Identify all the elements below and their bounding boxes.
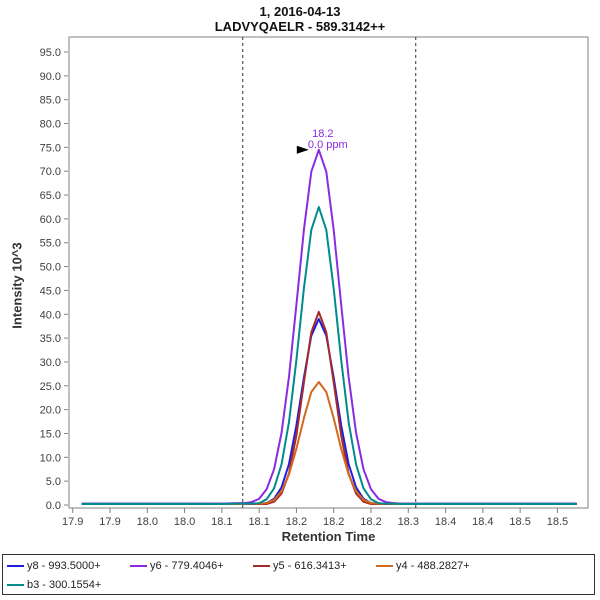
x-tick-label: 18.4	[435, 516, 456, 528]
legend-label: b3 - 300.1554+	[27, 578, 102, 591]
x-tick-label: 18.1	[248, 516, 269, 528]
y-tick-label: 90.0	[40, 71, 61, 83]
y-tick-label: 15.0	[40, 428, 61, 440]
x-tick-label: 18.0	[174, 516, 195, 528]
x-tick-label: 18.2	[286, 516, 307, 528]
y-tick-label: 80.0	[40, 119, 61, 131]
legend-line-swatch	[7, 583, 24, 586]
x-tick-label: 18.4	[472, 516, 493, 528]
legend-item-y5: y5 - 616.3413+	[253, 560, 376, 572]
legend-item-y4: y4 - 488.2827+	[376, 560, 499, 572]
x-tick-label: 18.3	[398, 516, 419, 528]
x-tick-label: 18.2	[323, 516, 344, 528]
legend-row: y8 - 993.5000+ y6 - 779.4046+ y5 - 616.341…	[7, 556, 590, 575]
y-tick-label: 45.0	[40, 285, 61, 297]
series-line-y4[interactable]	[81, 381, 577, 505]
peak-annotation-ppm: 0.0 ppm	[308, 139, 348, 151]
plot-frame	[68, 36, 589, 509]
x-tick-label: 18.0	[137, 516, 158, 528]
chart-subtitle: LADVYQAELR - 589.3142++	[214, 19, 386, 34]
peak-annotation-rt: 18.2	[312, 128, 333, 140]
chart-title: 1, 2016-04-13	[259, 4, 341, 19]
y-tick-label: 10.0	[40, 452, 61, 464]
legend-item-y6: y6 - 779.4046+	[130, 560, 253, 572]
legend: y8 - 993.5000+ y6 - 779.4046+ y5 - 616.341…	[2, 554, 595, 595]
series-line-y6[interactable]	[81, 148, 577, 505]
legend-item-y8: y8 - 993.5000+	[7, 560, 130, 572]
legend-label: y8 - 993.5000+	[27, 559, 101, 572]
y-tick-label: 0.0	[46, 500, 61, 512]
y-axis-title: Intensity 10^3	[9, 242, 25, 329]
legend-label: y6 - 779.4046+	[150, 559, 224, 572]
y-tick-label: 5.0	[46, 476, 61, 488]
y-tick-label: 70.0	[40, 166, 61, 178]
series-line-y5[interactable]	[81, 310, 577, 505]
chart-title-block: 1, 2016-04-13 LADVYQAELR - 589.3142++	[0, 4, 600, 34]
x-tick-label: 17.9	[62, 516, 83, 528]
legend-item-b3: b3 - 300.1554+	[7, 579, 130, 591]
y-tick-label: 35.0	[40, 333, 61, 345]
legend-label: y5 - 616.3413+	[273, 559, 347, 572]
y-tick-label: 30.0	[40, 357, 61, 369]
x-tick-label: 18.1	[211, 516, 232, 528]
y-tick-label: 95.0	[40, 47, 61, 59]
y-tick-label: 50.0	[40, 262, 61, 274]
y-tick-label: 75.0	[40, 142, 61, 154]
y-tick-label: 25.0	[40, 381, 61, 393]
legend-line-swatch	[7, 564, 24, 567]
legend-line-swatch	[253, 564, 270, 567]
x-tick-label: 18.2	[360, 516, 381, 528]
x-axis-title: Retention Time	[281, 529, 376, 544]
plot-canvas[interactable]: 0.0 5.0 10.0 15.0 20.0 25.0 30.0 35.0 40.0 45.0 50…	[0, 0, 600, 552]
x-tick-label: 18.5	[547, 516, 568, 528]
y-tick-label: 40.0	[40, 309, 61, 321]
y-tick-label: 20.0	[40, 405, 61, 417]
legend-row: b3 - 300.1554+	[7, 575, 590, 594]
x-tick-label: 18.5	[509, 516, 530, 528]
y-tick-label: 60.0	[40, 214, 61, 226]
best-peak-marker-icon	[296, 145, 309, 154]
series-line-b3[interactable]	[81, 206, 577, 505]
legend-line-swatch	[130, 564, 147, 567]
y-tick-label: 55.0	[40, 238, 61, 250]
y-tick-label: 65.0	[40, 190, 61, 202]
y-tick-label: 85.0	[40, 95, 61, 107]
legend-label: y4 - 488.2827+	[396, 559, 470, 572]
x-tick-label: 17.9	[99, 516, 120, 528]
legend-line-swatch	[376, 564, 393, 567]
